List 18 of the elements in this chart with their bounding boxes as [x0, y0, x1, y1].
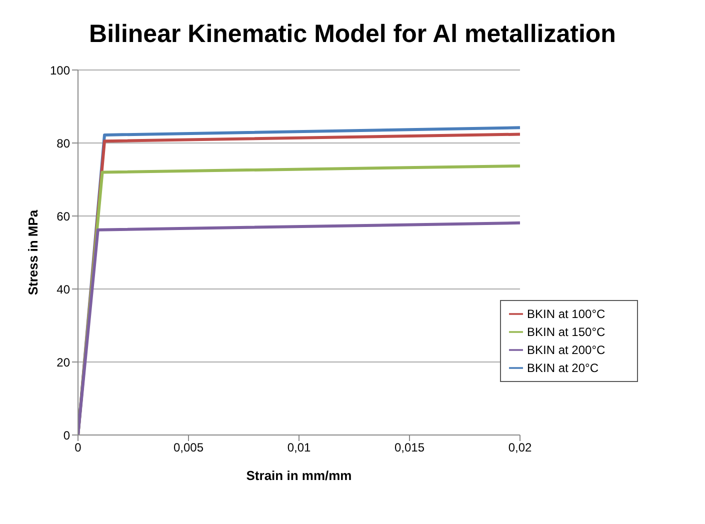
- x-tick-label: 0,005: [173, 440, 204, 455]
- x-tick-label: 0,015: [394, 440, 425, 455]
- legend-label: BKIN at 200°C: [527, 343, 606, 357]
- legend-label: BKIN at 100°C: [527, 307, 606, 321]
- x-tick-label: 0,01: [287, 440, 311, 455]
- y-tick-label: 100: [50, 63, 70, 78]
- legend-label: BKIN at 150°C: [527, 325, 606, 339]
- y-tick-label: 40: [56, 282, 70, 296]
- x-tick-label: 0,02: [508, 440, 532, 455]
- x-tick-label: 0: [74, 440, 82, 455]
- chart-title: Bilinear Kinematic Model for Al metallization: [88, 20, 617, 50]
- y-tick-label: 20: [56, 355, 70, 370]
- x-axis-title: Strain in mm/mm: [246, 468, 352, 483]
- y-tick-label: 0: [63, 428, 70, 442]
- y-tick-label: 60: [56, 209, 70, 224]
- y-tick-label: 80: [56, 136, 70, 150]
- y-axis-title: Stress in MPa: [26, 209, 41, 296]
- legend-label: BKIN at 20°C: [527, 361, 598, 375]
